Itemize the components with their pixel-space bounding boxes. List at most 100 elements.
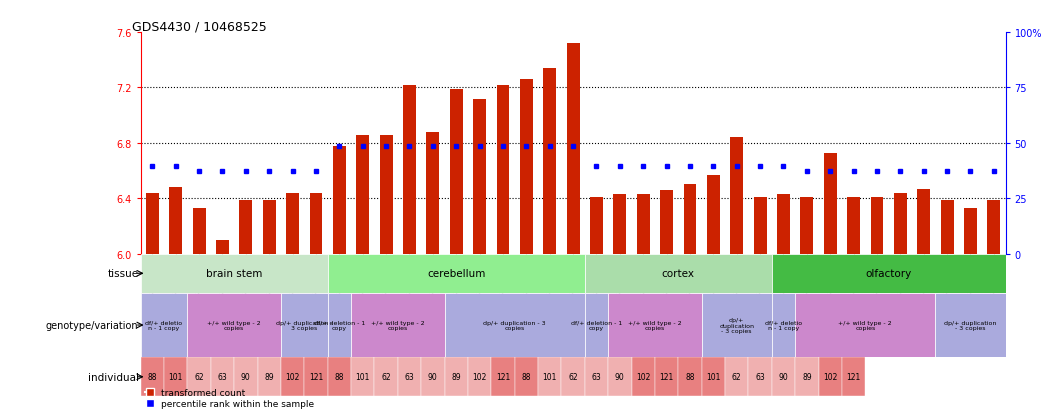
- Bar: [631, 357, 655, 396]
- Bar: [257, 357, 281, 396]
- Bar: [491, 357, 515, 396]
- Text: 63: 63: [404, 373, 415, 381]
- Bar: [497, 85, 510, 254]
- Bar: [753, 197, 767, 254]
- Bar: [585, 357, 609, 396]
- Bar: [800, 197, 813, 254]
- Text: cerebellum: cerebellum: [427, 268, 486, 279]
- Text: 89: 89: [451, 373, 461, 381]
- Bar: [327, 357, 351, 396]
- Text: 88: 88: [686, 373, 695, 381]
- Bar: [356, 135, 369, 254]
- Bar: [263, 200, 276, 254]
- Bar: [964, 209, 977, 254]
- Bar: [351, 293, 445, 357]
- Text: brain stem: brain stem: [206, 268, 263, 279]
- Bar: [426, 133, 440, 254]
- Text: +/+ wild type - 2
copies: +/+ wild type - 2 copies: [371, 320, 424, 331]
- Bar: [917, 189, 931, 254]
- Bar: [824, 153, 837, 254]
- Bar: [515, 357, 538, 396]
- Bar: [637, 195, 649, 254]
- Bar: [287, 193, 299, 254]
- Bar: [210, 357, 234, 396]
- Text: 62: 62: [194, 373, 204, 381]
- Text: dp/+ duplication -
3 copies: dp/+ duplication - 3 copies: [276, 320, 332, 331]
- Bar: [468, 357, 491, 396]
- Bar: [684, 185, 696, 254]
- Text: +/+ wild type - 2
copies: +/+ wild type - 2 copies: [628, 320, 681, 331]
- Text: 89: 89: [802, 373, 812, 381]
- Text: 88: 88: [334, 373, 344, 381]
- Bar: [543, 69, 556, 254]
- Text: 62: 62: [381, 373, 391, 381]
- Text: 102: 102: [636, 373, 650, 381]
- Bar: [936, 293, 1006, 357]
- Bar: [870, 197, 884, 254]
- Text: 121: 121: [846, 373, 861, 381]
- Bar: [234, 357, 257, 396]
- Bar: [772, 254, 1006, 293]
- Text: 102: 102: [823, 373, 838, 381]
- Bar: [327, 293, 351, 357]
- Text: 88: 88: [522, 373, 531, 381]
- Bar: [590, 197, 603, 254]
- Bar: [379, 135, 393, 254]
- Text: cortex: cortex: [662, 268, 695, 279]
- Bar: [562, 357, 585, 396]
- Bar: [473, 99, 486, 254]
- Text: df/+ deletion - 1
copy: df/+ deletion - 1 copy: [314, 320, 365, 331]
- Text: 89: 89: [265, 373, 274, 381]
- Bar: [795, 293, 936, 357]
- Bar: [169, 188, 182, 254]
- Bar: [146, 193, 158, 254]
- Text: genotype/variation: genotype/variation: [46, 320, 139, 330]
- Bar: [701, 357, 725, 396]
- Bar: [281, 357, 304, 396]
- Text: 63: 63: [755, 373, 765, 381]
- Text: dp/+ duplication - 3
copies: dp/+ duplication - 3 copies: [483, 320, 546, 331]
- Text: df/+ deletio
n - 1 copy: df/+ deletio n - 1 copy: [146, 320, 182, 331]
- Text: 88: 88: [148, 373, 157, 381]
- Text: tissue: tissue: [107, 268, 139, 279]
- Bar: [403, 85, 416, 254]
- Bar: [842, 357, 865, 396]
- Bar: [661, 190, 673, 254]
- Bar: [188, 357, 210, 396]
- Bar: [141, 254, 327, 293]
- Bar: [585, 254, 772, 293]
- Text: 63: 63: [218, 373, 227, 381]
- Legend: transformed count, percentile rank within the sample: transformed count, percentile rank withi…: [145, 388, 315, 408]
- Text: dp/+ duplication
- 3 copies: dp/+ duplication - 3 copies: [944, 320, 996, 331]
- Bar: [188, 293, 281, 357]
- Bar: [609, 293, 701, 357]
- Bar: [894, 193, 907, 254]
- Bar: [941, 200, 953, 254]
- Bar: [585, 293, 609, 357]
- Bar: [819, 357, 842, 396]
- Bar: [281, 293, 327, 357]
- Text: olfactory: olfactory: [866, 268, 912, 279]
- Bar: [678, 357, 701, 396]
- Text: 101: 101: [169, 373, 183, 381]
- Text: 102: 102: [286, 373, 300, 381]
- Bar: [614, 195, 626, 254]
- Bar: [772, 357, 795, 396]
- Bar: [777, 195, 790, 254]
- Text: +/+ wild type - 2
copies: +/+ wild type - 2 copies: [839, 320, 892, 331]
- Text: 62: 62: [568, 373, 578, 381]
- Text: 90: 90: [778, 373, 789, 381]
- Bar: [309, 193, 322, 254]
- Text: 102: 102: [472, 373, 487, 381]
- Text: 63: 63: [592, 373, 601, 381]
- Bar: [538, 357, 562, 396]
- Text: 121: 121: [660, 373, 674, 381]
- Text: 101: 101: [355, 373, 370, 381]
- Bar: [520, 80, 532, 254]
- Text: 121: 121: [496, 373, 511, 381]
- Bar: [333, 146, 346, 254]
- Bar: [374, 357, 398, 396]
- Bar: [240, 200, 252, 254]
- Bar: [725, 357, 748, 396]
- Text: individual: individual: [88, 372, 139, 382]
